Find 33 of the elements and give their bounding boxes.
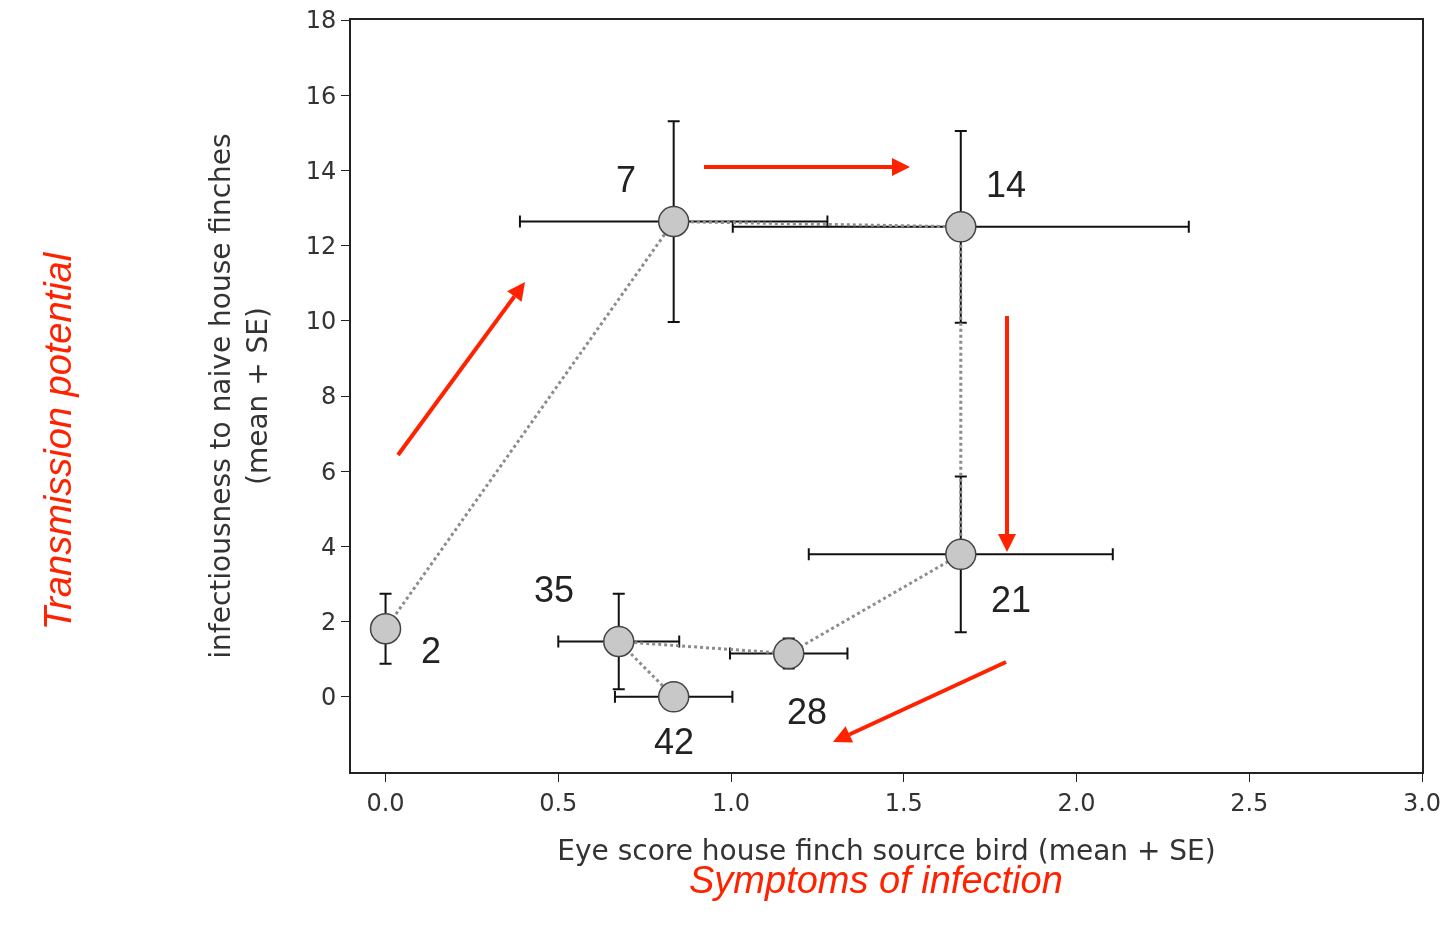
annotation: 42 [654,721,695,762]
point [772,637,805,670]
y-tick-label: 0 [320,683,337,712]
point [657,681,690,713]
y-tick-label: 18 [305,6,337,35]
x-tick-label: 1.5 [884,788,923,817]
y-tick-label: 6 [320,457,337,486]
annotation: 2 [421,630,442,671]
y-tick-label: 4 [320,532,337,561]
point [603,625,635,658]
point [657,205,690,238]
annotation: 14 [986,164,1027,205]
y-tick-label: 14 [305,156,337,185]
x-tick-label: 2.0 [1057,788,1096,817]
y-tick-label: 2 [320,608,337,636]
x-tick-label: 2.5 [1230,788,1269,817]
point [945,211,977,243]
annotation: 21 [991,579,1032,620]
x-tick-label: 3.0 [1402,788,1442,817]
annotation: 35 [534,569,575,610]
y-tick-label: 8 [320,382,337,411]
x-tick-label: 0.0 [366,788,405,817]
x-tick-label: 1.0 [711,788,751,817]
annotation: 28 [787,691,828,732]
point [369,612,402,645]
y-axis-title: infectiousness to naive house finches (mean + SE) [204,133,274,659]
point [945,538,977,571]
annotation: 7 [616,159,637,200]
y-tick-label: 10 [305,307,337,336]
text: Transmission potential [36,251,79,631]
y-tick-label: 12 [305,232,337,260]
y-tick-label: 16 [305,81,337,110]
x-tick-label: 0.5 [539,788,578,817]
